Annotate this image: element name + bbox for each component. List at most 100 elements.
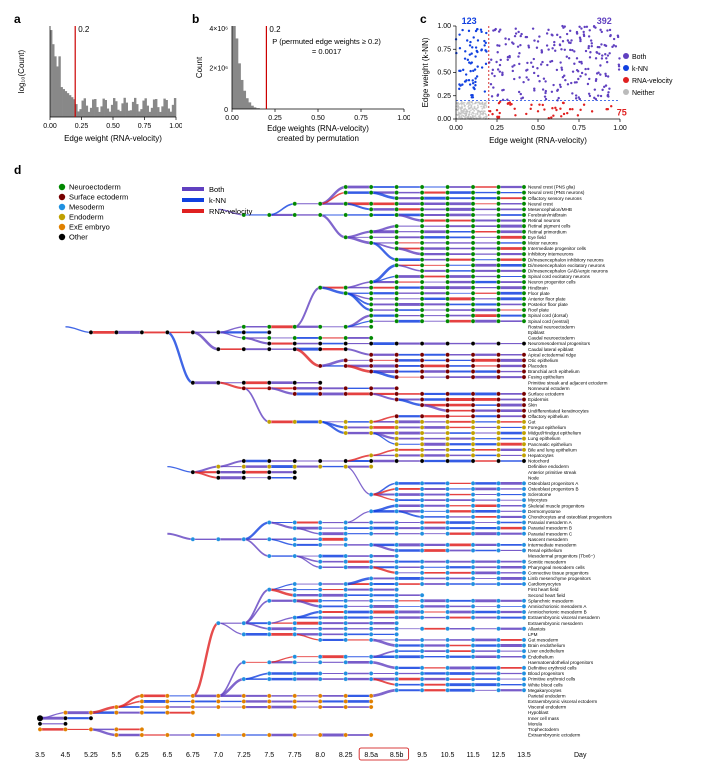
- svg-text:Olfactory sensory neurons: Olfactory sensory neurons: [528, 196, 582, 201]
- svg-text:7.5: 7.5: [264, 752, 274, 759]
- svg-text:Anterior primitive streak: Anterior primitive streak: [528, 470, 577, 475]
- svg-text:Bile and lung epithelium: Bile and lung epithelium: [528, 447, 577, 452]
- svg-text:Extraembryonic ectoderm: Extraembryonic ectoderm: [528, 733, 581, 738]
- svg-text:0.25: 0.25: [437, 93, 451, 100]
- svg-text:4.5: 4.5: [61, 752, 71, 759]
- svg-text:0.25: 0.25: [268, 115, 282, 122]
- svg-text:123: 123: [462, 16, 477, 26]
- svg-text:2×10⁶: 2×10⁶: [209, 66, 228, 73]
- svg-text:0.75: 0.75: [437, 46, 451, 53]
- svg-text:= 0.0017: = 0.0017: [312, 47, 341, 56]
- svg-text:10.5: 10.5: [441, 752, 455, 759]
- svg-text:Connective tissue progenitors: Connective tissue progenitors: [528, 570, 589, 575]
- svg-text:log₁₀(Count): log₁₀(Count): [17, 49, 26, 93]
- svg-text:Gut: Gut: [528, 419, 536, 424]
- svg-text:Node: Node: [528, 475, 539, 480]
- svg-text:Caudal neuroectoderm: Caudal neuroectoderm: [528, 336, 575, 341]
- svg-text:Pancreatic epithelium: Pancreatic epithelium: [528, 442, 572, 447]
- svg-text:Spinal cord (ventral): Spinal cord (ventral): [528, 319, 570, 324]
- svg-text:Extraembryonic visceral ectode: Extraembryonic visceral ectoderm: [528, 699, 597, 704]
- svg-text:Neural crest: Neural crest: [528, 201, 553, 206]
- panel-b-svg: 0.000.250.500.751.004×10⁶2×10⁶00.2P (per…: [190, 12, 410, 147]
- panel-a-label: a: [14, 12, 21, 26]
- panel-c-label: c: [420, 12, 427, 26]
- svg-text:Neuromesodermal progenitors: Neuromesodermal progenitors: [528, 341, 591, 346]
- svg-text:Neural crest (PNS glia): Neural crest (PNS glia): [528, 185, 575, 190]
- svg-text:Both: Both: [632, 54, 647, 61]
- svg-text:Morula: Morula: [528, 721, 542, 726]
- svg-text:RNA-velocity: RNA-velocity: [632, 78, 673, 85]
- svg-text:Di/mesencephalon excitatory ne: Di/mesencephalon excitatory neurons: [528, 263, 606, 268]
- svg-text:6.5: 6.5: [163, 752, 173, 759]
- svg-text:0.00: 0.00: [449, 125, 463, 132]
- svg-text:Visceral endoderm: Visceral endoderm: [528, 705, 566, 710]
- svg-text:0.50: 0.50: [437, 70, 451, 77]
- svg-text:P (permuted edge weights ≥ 0.2: P (permuted edge weights ≥ 0.2): [272, 37, 381, 46]
- svg-text:0.25: 0.25: [490, 125, 504, 132]
- svg-text:Lung epithelium: Lung epithelium: [528, 436, 561, 441]
- svg-text:Spinal cord (dorsal): Spinal cord (dorsal): [528, 313, 568, 318]
- svg-text:Retinal primordium: Retinal primordium: [528, 229, 567, 234]
- svg-text:Roof plate: Roof plate: [528, 308, 549, 313]
- svg-text:Apical ectodermal ridge: Apical ectodermal ridge: [528, 352, 576, 357]
- svg-text:Edge weight (RNA-velocity): Edge weight (RNA-velocity): [64, 134, 162, 143]
- panel-c-svg: 0.000.000.250.250.500.500.750.751.001.00…: [418, 12, 698, 147]
- svg-text:Otic epithelium: Otic epithelium: [528, 358, 559, 363]
- svg-text:0.50: 0.50: [311, 115, 325, 122]
- svg-text:0.2: 0.2: [269, 25, 281, 34]
- svg-text:Other: Other: [69, 233, 88, 242]
- svg-text:Nonneural ectoderm: Nonneural ectoderm: [528, 386, 570, 391]
- svg-text:Brain endothelium: Brain endothelium: [528, 643, 565, 648]
- svg-text:Primitive streak and adjacent: Primitive streak and adjacent ectoderm: [528, 380, 608, 385]
- svg-text:Hypoblast: Hypoblast: [528, 710, 549, 715]
- svg-text:Neural crest (PNS neurons): Neural crest (PNS neurons): [528, 190, 585, 195]
- svg-text:Surface ectoderm: Surface ectoderm: [528, 391, 564, 396]
- svg-text:0.25: 0.25: [75, 123, 89, 130]
- svg-text:Edge weight (RNA-velocity): Edge weight (RNA-velocity): [489, 136, 587, 145]
- svg-text:Inhibitory interneurons: Inhibitory interneurons: [528, 252, 574, 257]
- svg-text:Skeletal muscle progenitors: Skeletal muscle progenitors: [528, 503, 585, 508]
- svg-text:Osteoblast progenitors B: Osteoblast progenitors B: [528, 487, 579, 492]
- svg-text:0.00: 0.00: [225, 115, 239, 122]
- svg-text:Neuron progenitor cells: Neuron progenitor cells: [528, 280, 576, 285]
- svg-text:Haematoendothelial progenitors: Haematoendothelial progenitors: [528, 660, 594, 665]
- svg-text:Di/mesencephalon inhibitory ne: Di/mesencephalon inhibitory neurons: [528, 257, 604, 262]
- svg-text:Spinal cord excitatory neurons: Spinal cord excitatory neurons: [528, 274, 590, 279]
- svg-text:0.75: 0.75: [572, 125, 586, 132]
- panel-b-label: b: [192, 12, 199, 26]
- svg-text:Definitive endoderm: Definitive endoderm: [528, 464, 569, 469]
- svg-text:Count: Count: [195, 56, 204, 78]
- svg-text:Definitive erythroid cells: Definitive erythroid cells: [528, 665, 577, 670]
- svg-text:9.5: 9.5: [417, 752, 427, 759]
- svg-text:7.0: 7.0: [213, 752, 223, 759]
- svg-text:Somitic mesoderm: Somitic mesoderm: [528, 559, 566, 564]
- svg-text:Trophectoderm: Trophectoderm: [528, 727, 559, 732]
- panel-c: c 0.000.000.250.250.500.500.750.751.001.…: [418, 12, 698, 147]
- svg-text:Di/mesencephalon GABAergic neu: Di/mesencephalon GABAergic neurons: [528, 268, 609, 273]
- svg-text:Undifferentiated keratinocytes: Undifferentiated keratinocytes: [528, 408, 589, 413]
- svg-text:Rostral neuroectoderm: Rostral neuroectoderm: [528, 324, 575, 329]
- svg-text:0.00: 0.00: [43, 123, 57, 130]
- svg-text:1.00: 1.00: [169, 123, 182, 130]
- panel-d: d Neural crest (PNS glia)Neural crest (P…: [12, 163, 692, 763]
- svg-text:6.75: 6.75: [186, 752, 200, 759]
- svg-text:5.5: 5.5: [112, 752, 122, 759]
- svg-text:6.25: 6.25: [135, 752, 149, 759]
- svg-text:Endoderm: Endoderm: [69, 213, 104, 222]
- svg-text:Liver endothelium: Liver endothelium: [528, 649, 564, 654]
- svg-text:Both: Both: [209, 185, 224, 194]
- svg-text:Fusing epithelium: Fusing epithelium: [528, 375, 564, 380]
- svg-text:8.0: 8.0: [315, 752, 325, 759]
- svg-text:Parietal endoderm: Parietal endoderm: [528, 693, 566, 698]
- svg-text:Surface ectoderm: Surface ectoderm: [69, 193, 128, 202]
- svg-text:k-NN: k-NN: [632, 66, 648, 73]
- svg-text:Mesodermal progenitors (Tbx6−): Mesodermal progenitors (Tbx6−): [528, 554, 595, 559]
- svg-text:Edge weights (RNA-velocity): Edge weights (RNA-velocity): [267, 124, 369, 133]
- svg-text:Edge weight (k-NN): Edge weight (k-NN): [421, 37, 430, 107]
- svg-text:Intermediate progenitor cells: Intermediate progenitor cells: [528, 246, 587, 251]
- svg-text:Blood progenitors: Blood progenitors: [528, 671, 565, 676]
- svg-text:First heart field: First heart field: [528, 587, 559, 592]
- svg-text:Mesencephalon/MHB: Mesencephalon/MHB: [528, 207, 572, 212]
- svg-text:Dermomyotome: Dermomyotome: [528, 509, 561, 514]
- svg-text:Limb mesenchyme progenitors: Limb mesenchyme progenitors: [528, 576, 592, 581]
